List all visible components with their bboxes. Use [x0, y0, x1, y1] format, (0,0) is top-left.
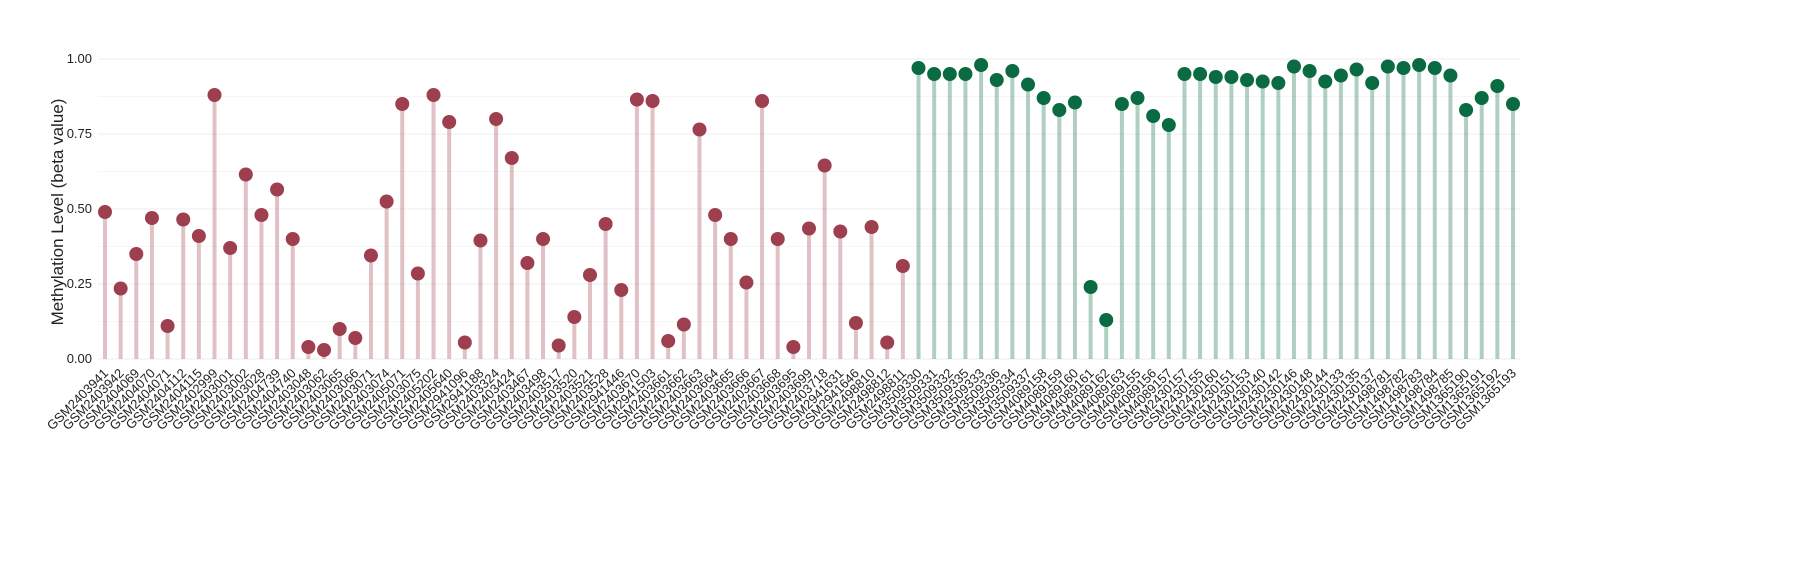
dot: [848, 316, 863, 330]
dot: [1490, 79, 1505, 93]
dot: [911, 61, 926, 75]
dot: [614, 283, 629, 297]
dot: [489, 112, 504, 126]
dot: [160, 319, 175, 333]
dot: [285, 232, 300, 246]
dot: [1052, 103, 1067, 117]
dot: [708, 208, 723, 222]
dot: [363, 248, 378, 263]
dot: [661, 334, 676, 348]
dot: [1177, 67, 1192, 81]
dot: [676, 317, 691, 332]
dot: [1224, 70, 1239, 84]
dot: [1005, 64, 1020, 78]
dot: [1208, 70, 1223, 84]
y-tick-label: 0.75: [67, 126, 92, 141]
dot: [1193, 67, 1208, 81]
dot: [989, 73, 1004, 87]
dot: [1365, 76, 1380, 90]
dot: [442, 115, 457, 129]
dot: [645, 94, 660, 108]
dot: [1443, 68, 1458, 83]
dot: [927, 67, 942, 81]
dot: [223, 241, 238, 255]
dot: [755, 94, 770, 108]
dot: [1333, 68, 1348, 83]
dot: [1083, 280, 1098, 294]
dot: [786, 340, 801, 354]
dot: [1302, 64, 1317, 78]
dot: [770, 232, 785, 246]
dot: [895, 259, 910, 273]
dot: [567, 310, 582, 324]
dot: [1506, 97, 1520, 111]
dot: [942, 67, 957, 81]
dot: [1427, 61, 1442, 75]
dot: [1271, 76, 1286, 90]
dot: [473, 233, 488, 248]
dot: [739, 275, 754, 290]
dot: [1255, 74, 1270, 89]
dot: [551, 338, 566, 353]
dot: [379, 194, 394, 209]
dot: [1067, 95, 1082, 110]
dot: [129, 247, 144, 261]
dot: [457, 335, 472, 350]
dot: [1349, 62, 1364, 77]
dot: [113, 281, 128, 296]
dot: [410, 266, 425, 281]
dot: [1474, 91, 1489, 105]
dot: [1459, 103, 1474, 117]
dot: [817, 158, 832, 173]
dot: [332, 322, 347, 336]
dot: [1099, 313, 1114, 327]
dot: [504, 151, 519, 165]
dot: [207, 88, 222, 102]
dot: [144, 211, 159, 225]
y-axis-label: Methylation Level (beta value): [48, 99, 67, 326]
y-tick-label: 1.00: [67, 51, 92, 66]
dot: [176, 212, 191, 227]
dot: [1021, 77, 1036, 92]
dot: [1036, 91, 1051, 105]
dot: [191, 229, 206, 243]
dot: [598, 217, 613, 231]
dot: [802, 221, 816, 236]
dot: [1318, 74, 1333, 89]
dot: [1380, 59, 1395, 74]
dot: [582, 268, 597, 282]
dot: [348, 331, 363, 345]
dot: [723, 232, 738, 246]
y-tick-label: 0.00: [67, 351, 92, 366]
dot: [1396, 61, 1411, 75]
dot: [270, 182, 285, 197]
dot: [880, 335, 895, 350]
dot: [520, 256, 535, 270]
dot: [1240, 73, 1255, 87]
dot: [974, 58, 989, 72]
dot: [1286, 59, 1301, 74]
dot: [317, 343, 332, 357]
dot: [238, 167, 253, 182]
dot: [692, 122, 707, 137]
dot: [301, 340, 316, 354]
dot: [98, 205, 112, 219]
dot: [1146, 109, 1161, 123]
dot: [958, 67, 973, 81]
dot: [629, 92, 644, 107]
dot: [833, 224, 848, 239]
dot: [426, 88, 441, 102]
dot: [1161, 118, 1176, 132]
dot: [536, 232, 551, 246]
y-tick-label: 0.25: [67, 276, 92, 291]
dot: [864, 220, 879, 234]
dot: [395, 97, 410, 111]
dot: [1412, 58, 1427, 72]
dot: [1114, 97, 1129, 111]
y-tick-label: 0.50: [67, 201, 92, 216]
dot: [1130, 91, 1145, 105]
dot: [254, 208, 269, 222]
